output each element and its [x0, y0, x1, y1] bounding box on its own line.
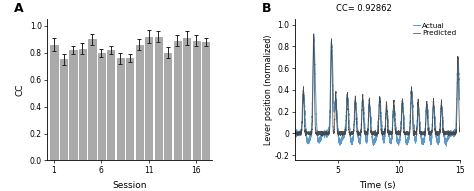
Text: A: A — [14, 2, 24, 15]
Bar — [192, 41, 200, 160]
Predicted — [457, 130, 463, 132]
Bar — [107, 50, 114, 160]
Predicted — [303, 135, 309, 137]
Actual — [292, 133, 298, 136]
Bar — [126, 58, 133, 160]
Bar — [136, 45, 143, 160]
Actual — [457, 98, 463, 100]
Bar — [155, 37, 162, 160]
Bar — [60, 59, 67, 160]
Text: CC= 0.92862: CC= 0.92862 — [336, 4, 392, 13]
Bar — [183, 38, 190, 160]
Bar — [145, 37, 152, 160]
Predicted — [444, 132, 449, 134]
Bar — [88, 39, 95, 160]
Actual — [311, 36, 317, 38]
X-axis label: Time (s): Time (s) — [359, 180, 396, 189]
Predicted — [361, 130, 367, 133]
Bar — [164, 53, 172, 160]
Actual — [412, 137, 418, 139]
Line: Actual: Actual — [295, 37, 460, 146]
Predicted — [292, 132, 298, 134]
Bar — [117, 58, 124, 160]
Predicted — [412, 133, 418, 135]
Bar — [98, 53, 105, 160]
Line: Predicted: Predicted — [295, 34, 460, 136]
Y-axis label: CC: CC — [15, 83, 24, 96]
Predicted — [452, 134, 457, 136]
Actual — [361, 116, 367, 119]
Actual — [444, 141, 449, 144]
Actual — [363, 134, 368, 136]
Predicted — [371, 131, 376, 133]
Bar — [69, 50, 76, 160]
Bar — [173, 41, 181, 160]
Legend: Actual, Predicted: Actual, Predicted — [412, 23, 456, 36]
Actual — [444, 145, 449, 147]
Y-axis label: Lever position (normalized): Lever position (normalized) — [264, 35, 273, 145]
X-axis label: Session: Session — [113, 180, 147, 189]
Text: B: B — [262, 2, 271, 15]
Bar — [79, 49, 86, 160]
Actual — [370, 144, 376, 146]
Predicted — [363, 133, 368, 135]
Predicted — [311, 33, 317, 35]
Bar — [50, 45, 58, 160]
Actual — [452, 133, 457, 135]
Bar — [202, 42, 210, 160]
